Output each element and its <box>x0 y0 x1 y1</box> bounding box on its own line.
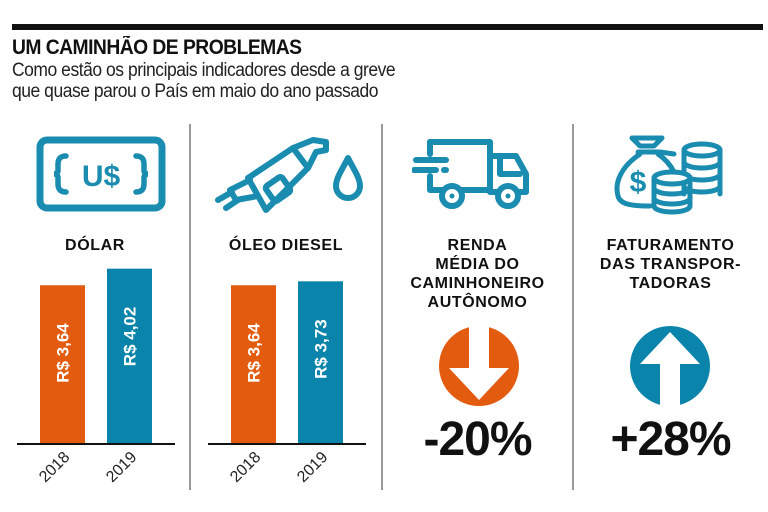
subtitle-line-2: que quase parou o País em maio do ano pa… <box>12 81 379 102</box>
change-faturamento: +28% <box>610 413 731 466</box>
svg-text:U$: U$ <box>82 160 121 193</box>
panel-label-renda: RENDA MÉDIA DO CAMINHONEIRO AUTÔNOMO <box>410 237 545 311</box>
bar-value-label: R$ 3,73 <box>312 319 331 379</box>
x-tick-label: 2018 <box>36 449 73 486</box>
arrow-down-circle-icon <box>439 326 519 406</box>
page-subtitle: Como estão os principais indicadores des… <box>12 60 396 102</box>
x-tick-label: 2019 <box>294 449 331 486</box>
panel-label-diesel: ÓLEO DIESEL <box>228 237 344 254</box>
panel-divider <box>189 124 191 490</box>
bar-value-label: R$ 3,64 <box>54 323 73 383</box>
x-tick-label: 2018 <box>227 449 264 486</box>
bar-2019 <box>298 281 343 444</box>
delivery-truck-icon <box>412 139 529 209</box>
panel-label-dolar: DÓLAR <box>65 237 125 254</box>
us-dollar-bill-icon: U$ <box>36 136 166 212</box>
money-bag-coins-icon: $ <box>614 135 723 215</box>
svg-text:$: $ <box>630 166 647 199</box>
page-title: UM CAMINHÃO DE PROBLEMAS <box>12 36 302 59</box>
bar-value-label: R$ 4,02 <box>121 307 140 367</box>
change-renda: -20% <box>423 413 532 466</box>
bar-2018 <box>231 285 276 444</box>
panel-divider <box>381 124 383 490</box>
bar-2019 <box>107 268 152 444</box>
subtitle-line-1: Como estão os principais indicadores des… <box>12 60 396 81</box>
panel-divider <box>572 124 574 490</box>
bar-2018 <box>40 285 85 444</box>
arrow-up-circle-icon <box>630 326 710 406</box>
x-tick-label: 2019 <box>103 449 140 486</box>
header-rule <box>12 24 763 30</box>
panel-label-faturamento: FATURAMENTO DAS TRANSPOR- TADORAS <box>599 237 742 292</box>
fuel-nozzle-icon <box>215 137 363 213</box>
bar-value-label: R$ 3,64 <box>245 323 264 383</box>
